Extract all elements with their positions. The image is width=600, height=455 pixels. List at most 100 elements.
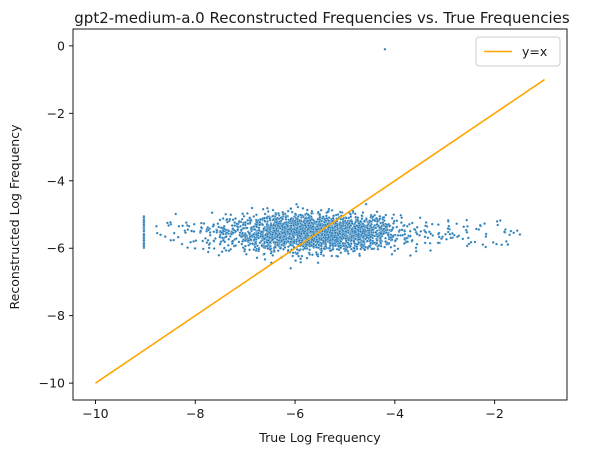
scatter-point [386,233,390,237]
scatter-point [384,231,388,234]
scatter-point [363,219,366,223]
scatter-point [392,213,396,216]
scatter-point [396,247,400,251]
scatter-point [254,249,258,252]
scatter-point [271,208,275,212]
scatter-point [302,231,306,235]
scatter-point [349,244,352,248]
scatter-point [229,247,233,251]
scatter-point [190,229,193,233]
scatter-point [410,238,414,242]
scatter-point [194,239,198,242]
scatter-point [360,225,364,229]
scatter-point [234,237,238,240]
scatter-point [308,219,312,222]
scatter-point [295,230,299,234]
scatter-point [238,219,241,223]
scatter-point [307,224,310,227]
scatter-point [266,234,269,238]
scatter-point [319,244,323,248]
scatter-point [192,240,195,243]
scatter-point [234,217,237,220]
scatter-point [142,229,146,233]
scatter-point [266,210,270,213]
scatter-point [320,249,324,252]
scatter-point [262,227,266,231]
scatter-point [415,232,419,236]
scatter-point [320,233,324,237]
scatter-point [306,234,310,237]
x-tick-label: −2 [485,406,503,421]
scatter-point [478,223,482,227]
scatter-point [430,222,434,226]
scatter-point [322,254,325,257]
scatter-point [255,256,259,260]
scatter-point [326,219,330,223]
scatter-point [255,213,258,217]
scatter-point [298,239,301,242]
scatter-point [440,237,443,240]
scatter-point [309,230,313,233]
scatter-point [429,232,433,236]
scatter-point [238,233,242,237]
scatter-point [357,221,361,225]
scatter-point [383,245,386,249]
scatter-point [220,250,224,254]
scatter-point [484,235,488,238]
scatter-point [272,226,275,230]
scatter-point [255,223,258,226]
scatter-point [257,226,261,230]
scatter-point [322,247,326,251]
scatter-point [315,238,319,242]
scatter-point [338,232,342,235]
scatter-point [299,257,302,261]
scatter-point [379,232,383,236]
scatter-point [261,223,265,227]
scatter-point [254,241,257,244]
scatter-point [169,221,172,224]
scatter-point [208,231,212,234]
scatter-point [330,234,333,237]
scatter-point [481,243,485,246]
scatter-point [396,234,400,237]
scatter-point [370,228,374,232]
scatter-point [174,212,178,216]
scatter-point [392,219,396,223]
scatter-point [330,209,334,212]
scatter-point [235,225,239,228]
scatter-point [268,248,272,251]
scatter-point [279,247,282,250]
scatter-point [346,245,349,249]
scatter-point [235,222,239,226]
scatter-point [291,251,295,255]
scatter-point [319,208,323,212]
scatter-point [181,224,184,228]
scatter-point [344,248,348,251]
scatter-point [353,249,357,252]
scatter-point [249,219,252,222]
scatter-point [280,239,283,243]
scatter-point [180,242,184,246]
scatter-point [367,244,371,248]
scatter-point [406,240,409,244]
scatter-point [377,224,380,228]
scatter-point [248,216,252,220]
scatter-point [452,233,456,237]
scatter-point [437,235,441,239]
scatter-point [314,235,318,239]
scatter-point [339,240,343,243]
scatter-point [445,237,448,241]
scatter-point [322,215,325,219]
scatter-point [402,223,406,227]
scatter-point [220,231,223,235]
scatter-point [206,238,210,242]
scatter-point [337,244,341,248]
scatter-point [392,222,395,225]
scatter-point [292,240,296,244]
scatter-point [204,237,207,240]
scatter-point [280,224,284,228]
scatter-point [228,217,232,221]
scatter-point [402,242,406,245]
scatter-point [369,241,372,245]
scatter-point [418,216,422,220]
